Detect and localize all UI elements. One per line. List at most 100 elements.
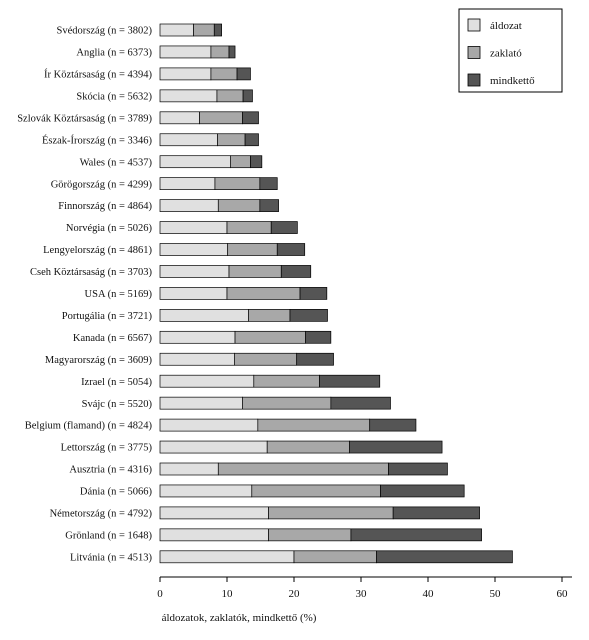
- bar-segment-2-row-9: [217, 199, 261, 212]
- bar-segment-3-row-11: [276, 243, 306, 256]
- x-ticks: 0 10 20 30 40 50 60: [157, 577, 568, 600]
- bar-segment-2-row-21: [217, 462, 389, 476]
- x-axis-title: áldozatok, zaklatók, mindkettő (%): [162, 612, 317, 624]
- category-label: Grönland (n = 1648): [65, 530, 152, 541]
- bar-segment-2-row-23: [268, 506, 394, 520]
- bar-segment-2-row-5: [199, 111, 243, 125]
- bar-segment-2-row-17: [253, 374, 320, 388]
- bar-segment-1-row-8: [159, 177, 216, 190]
- bar-segment-3-row-18: [330, 396, 391, 410]
- bar-segment-3-row-24: [350, 528, 482, 542]
- category-label: Svájc (n = 5520): [82, 399, 153, 410]
- bar-segment-2-row-25: [293, 550, 377, 564]
- bar-segment-1-row-13: [159, 287, 228, 300]
- bar-segment-2-row-13: [226, 287, 301, 300]
- bar-segment-1-row-19: [159, 418, 259, 432]
- bar-segment-3-row-25: [376, 550, 513, 564]
- legend-label-2: zaklató: [490, 48, 522, 60]
- category-label: Ír Köztársaság (n = 4394): [44, 69, 152, 81]
- category-label: Dánia (n = 5066): [80, 487, 153, 498]
- bar-segment-2-row-10: [226, 221, 272, 234]
- x-tick-label: 30: [356, 588, 368, 600]
- category-label: USA (n = 5169): [85, 289, 153, 300]
- bar-segment-3-row-3: [236, 67, 251, 81]
- bar-segment-2-row-15: [234, 330, 306, 344]
- bar-segment-1-row-11: [159, 243, 229, 256]
- category-label: Észak-Írország (n = 3346): [42, 134, 153, 146]
- bar-segment-2-row-20: [266, 440, 350, 454]
- category-label: Wales (n = 4537): [80, 157, 153, 168]
- category-label: Izrael (n = 5054): [81, 377, 152, 388]
- x-tick-label: 20: [289, 588, 301, 600]
- category-label: Norvégia (n = 5026): [66, 223, 153, 234]
- bar-segment-2-row-24: [268, 528, 352, 542]
- bar-segment-1-row-23: [159, 506, 269, 520]
- bar-segment-1-row-17: [159, 374, 255, 388]
- bar-segment-3-row-20: [349, 440, 443, 454]
- bar-segment-3-row-10: [270, 221, 298, 234]
- bar-segment-1-row-5: [159, 111, 200, 125]
- bar-segment-1-row-15: [159, 330, 236, 344]
- bar-segment-3-row-19: [369, 418, 417, 432]
- category-label: Litvánia (n = 4513): [70, 552, 153, 563]
- bar-segment-2-row-19: [257, 418, 371, 432]
- category-label: Cseh Köztársaság (n = 3703): [30, 267, 152, 278]
- x-axis: [159, 576, 572, 582]
- legend-swatch-1: [467, 18, 481, 32]
- bar-segment-3-row-4: [242, 89, 253, 103]
- bars-group: [159, 23, 513, 564]
- bar-segment-3-row-7: [250, 155, 263, 169]
- bar-segment-3-row-13: [299, 287, 328, 300]
- bar-segment-1-row-4: [159, 89, 218, 103]
- bar-segment-1-row-6: [159, 133, 218, 147]
- bar-segment-2-row-8: [214, 177, 261, 190]
- bar-segment-2-row-7: [230, 155, 251, 169]
- bar-segment-2-row-18: [242, 396, 332, 410]
- bar-segment-3-row-22: [380, 484, 465, 498]
- bar-segment-2-row-12: [228, 265, 282, 278]
- category-label: Szlovák Köztársaság (n = 3789): [17, 113, 152, 124]
- category-labels: Svédország (n = 3802) Anglia (n = 6373) Ír…: [17, 26, 152, 564]
- bar-segment-2-row-22: [251, 484, 381, 498]
- bar-segment-3-row-2: [228, 45, 236, 59]
- bar-segment-1-row-20: [159, 440, 268, 454]
- category-label: Magyarország (n = 3609): [45, 355, 153, 366]
- bar-segment-1-row-10: [159, 221, 228, 234]
- bar-segment-2-row-1: [193, 23, 215, 37]
- bar-segment-1-row-12: [159, 265, 230, 278]
- bar-segment-2-row-3: [210, 67, 238, 81]
- bar-segment-3-row-5: [242, 111, 259, 125]
- bar-segment-1-row-7: [159, 155, 231, 169]
- bar-segment-1-row-25: [159, 550, 295, 564]
- bar-segment-3-row-8: [259, 177, 278, 190]
- category-label: Kanada (n = 6567): [73, 333, 153, 344]
- category-label: Finnország (n = 4864): [58, 201, 152, 212]
- bar-segment-1-row-21: [159, 462, 219, 476]
- x-tick-label: 0: [157, 588, 163, 600]
- x-tick-label: 10: [222, 588, 234, 600]
- bar-segment-1-row-24: [159, 528, 269, 542]
- legend: áldozat zaklató mindkettő: [458, 8, 563, 93]
- bar-segment-2-row-16: [234, 352, 298, 366]
- bar-segment-1-row-9: [159, 199, 219, 212]
- bar-segment-1-row-22: [159, 484, 253, 498]
- bar-segment-3-row-9: [259, 199, 279, 212]
- bar-segment-3-row-1: [213, 23, 222, 37]
- bar-segment-1-row-14: [159, 309, 249, 322]
- legend-label-1: áldozat: [490, 20, 522, 32]
- category-label: Belgium (flamand) (n = 4824): [25, 421, 153, 432]
- category-label: Görögország (n = 4299): [51, 179, 153, 190]
- category-label: Skócia (n = 5632): [76, 91, 152, 102]
- category-label: Portugália (n = 3721): [62, 311, 153, 322]
- bar-segment-3-row-6: [244, 133, 259, 147]
- bar-segment-1-row-1: [159, 23, 194, 37]
- bar-segment-1-row-3: [159, 67, 212, 81]
- x-tick-label: 40: [423, 588, 435, 600]
- bar-segment-3-row-12: [280, 265, 312, 278]
- legend-label-3: mindkettő: [490, 75, 535, 87]
- category-label: Lengyelország (n = 4861): [43, 245, 152, 256]
- bar-segment-2-row-6: [217, 133, 246, 147]
- bar-segment-2-row-11: [227, 243, 278, 256]
- bar-segment-2-row-2: [210, 45, 230, 59]
